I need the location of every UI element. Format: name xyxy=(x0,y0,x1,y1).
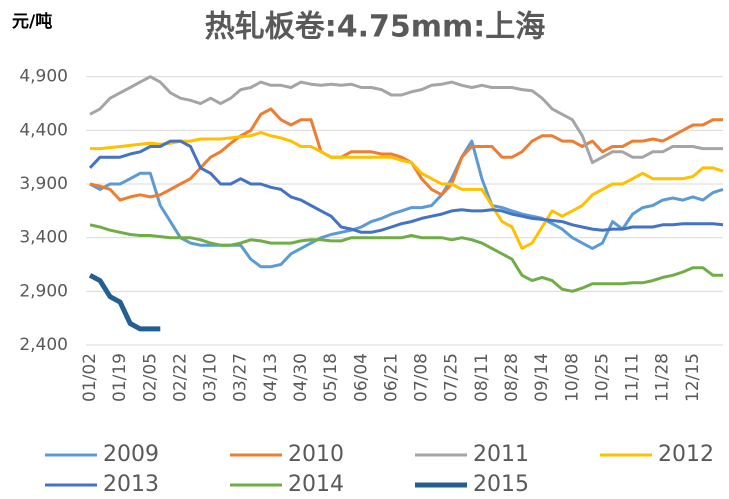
series-line xyxy=(88,273,161,332)
series-line xyxy=(89,223,723,293)
legend-label: 2015 xyxy=(473,472,529,497)
y-tick-label: 4,400 xyxy=(19,120,68,140)
y-tick-label: 2,400 xyxy=(19,335,68,355)
x-tick-label: 01/02 xyxy=(80,353,100,402)
x-tick-label: 02/05 xyxy=(140,353,160,402)
x-tick-label: 03/27 xyxy=(231,353,251,402)
x-tick-label: 02/22 xyxy=(170,353,190,402)
x-tick-label: 05/18 xyxy=(321,353,341,402)
x-tick-label: 07/08 xyxy=(412,353,432,402)
x-tick-label: 04/13 xyxy=(261,353,281,402)
series-line xyxy=(89,107,723,202)
legend-label: 2009 xyxy=(103,442,159,467)
x-tick-label: 08/28 xyxy=(502,353,522,402)
x-tick-label: 01/19 xyxy=(110,353,130,402)
x-tick-label: 04/30 xyxy=(291,353,311,402)
x-tick-label: 07/25 xyxy=(442,353,462,402)
x-tick-label: 06/21 xyxy=(381,353,401,402)
x-tick-label: 11/11 xyxy=(623,353,643,402)
x-tick-label: 10/25 xyxy=(592,353,612,402)
x-tick-label: 10/08 xyxy=(562,353,582,402)
legend-label: 2014 xyxy=(288,472,344,497)
legend-label: 2013 xyxy=(103,472,159,497)
x-tick-label: 08/11 xyxy=(472,353,492,402)
y-tick-label: 4,900 xyxy=(19,67,68,87)
series-line xyxy=(89,139,724,269)
chart-title: 热轧板卷:4.75mm:上海 xyxy=(205,10,546,45)
series-line xyxy=(90,131,724,250)
legend-label: 2010 xyxy=(288,442,344,467)
series-line xyxy=(88,139,724,234)
x-tick-label: 09/14 xyxy=(532,353,552,402)
y-tick-label: 2,900 xyxy=(19,281,68,301)
legend-label: 2011 xyxy=(473,442,529,467)
y-axis-label: 元/吨 xyxy=(12,11,52,32)
x-tick-label: 03/10 xyxy=(201,353,221,402)
legend-label: 2012 xyxy=(658,442,714,467)
y-tick-label: 3,400 xyxy=(19,228,68,248)
x-tick-label: 06/04 xyxy=(351,353,371,402)
x-tick-label: 11/28 xyxy=(653,353,673,402)
series-line xyxy=(89,75,723,165)
x-tick-label: 12/15 xyxy=(683,353,703,402)
y-tick-label: 3,900 xyxy=(19,174,68,194)
